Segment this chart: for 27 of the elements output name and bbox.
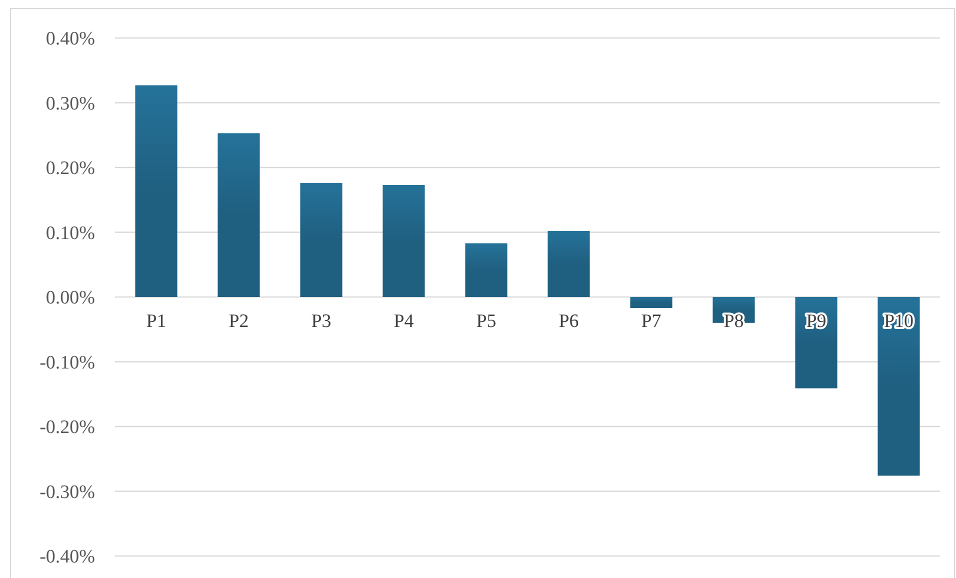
y-tick-label: 0.30% [46, 93, 96, 114]
y-tick-label: 0.40% [46, 28, 96, 50]
x-tick-label: P7 [641, 311, 662, 332]
x-tick-label: P6 [558, 311, 579, 332]
x-tick-label: P1 [146, 311, 166, 332]
y-tick-label: -0.40% [40, 546, 96, 568]
y-tick-label: 0.00% [46, 288, 96, 309]
x-tick-label: P5 [476, 311, 496, 332]
bar [878, 297, 920, 476]
x-tick-label: P9 [806, 311, 826, 332]
y-tick-label: -0.30% [40, 482, 96, 503]
bar [218, 133, 260, 297]
bar [382, 184, 425, 297]
y-tick-label: 0.10% [46, 222, 96, 244]
bar [548, 230, 590, 297]
bar [630, 297, 672, 308]
x-tick-label: P3 [311, 311, 332, 332]
bar [135, 85, 178, 297]
bar [300, 183, 342, 297]
bar [465, 243, 508, 297]
x-tick-label: P10 [884, 311, 914, 332]
x-tick-label: P2 [228, 311, 249, 332]
y-tick-label: -0.10% [40, 352, 96, 374]
bar [795, 297, 838, 388]
x-tick-label: P4 [394, 311, 414, 332]
y-tick-label: -0.20% [40, 417, 96, 438]
y-tick-label: 0.20% [46, 158, 96, 180]
